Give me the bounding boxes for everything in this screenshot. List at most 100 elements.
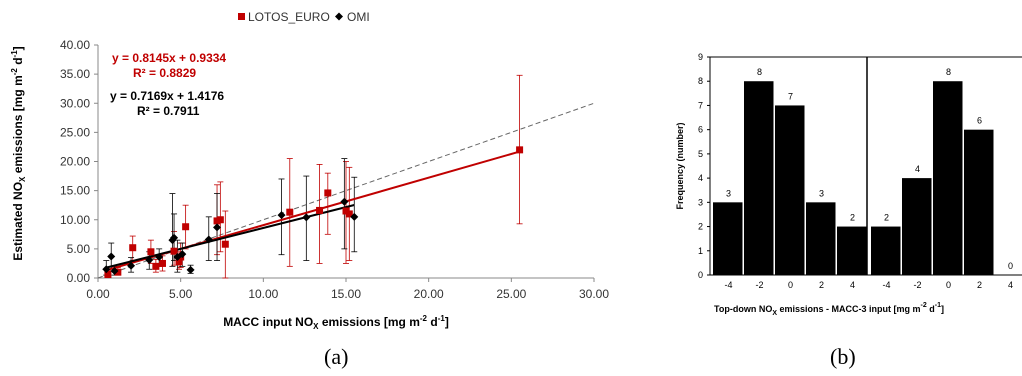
x-tick-label: 5.00 xyxy=(169,287,193,301)
bar-value-label: 6 xyxy=(977,116,982,126)
x-tick-label: 10.00 xyxy=(248,287,278,301)
omi-point xyxy=(204,235,213,244)
legend-marker-lotos xyxy=(238,13,245,20)
x-tick-label: 15.00 xyxy=(331,287,361,301)
y-tick-label: 4 xyxy=(698,173,703,183)
y-tick-label: 30.00 xyxy=(60,96,90,110)
x-tick-label: 25.00 xyxy=(496,287,526,301)
omi-point xyxy=(102,265,111,274)
y-tick-label: 7 xyxy=(698,100,703,110)
histogram-bar xyxy=(871,226,901,275)
x-tick-label: 4 xyxy=(1008,280,1013,290)
lotos-equation: y = 0.8145x + 0.9334 xyxy=(112,51,226,65)
omi-point xyxy=(340,197,349,206)
bar-value-label: 7 xyxy=(788,91,793,101)
y-tick-label: 6 xyxy=(698,125,703,135)
histogram-bar xyxy=(775,105,805,275)
lotos-euro-point xyxy=(316,206,324,214)
omi-point xyxy=(170,233,179,242)
lotos-euro-point xyxy=(104,271,112,279)
x-axis-title: MACC input NOX emissions [mg m-2 d-1] xyxy=(223,314,449,331)
y-tick-label: 2 xyxy=(698,222,703,232)
omi-equation: y = 0.7169x + 1.4176 xyxy=(110,89,224,103)
omi-point xyxy=(277,211,286,220)
omi-point xyxy=(178,250,187,259)
legend: LOTOS_EURO OMI xyxy=(238,10,370,24)
bar-value-label: 8 xyxy=(946,67,951,77)
bar-value-label: 4 xyxy=(915,164,920,174)
y-tick-label: 3 xyxy=(698,197,703,207)
lotos-euro-point xyxy=(182,223,190,231)
lotos-euro-point xyxy=(345,210,353,218)
y-tick-label: 8 xyxy=(698,76,703,86)
lotos-euro-point xyxy=(114,268,122,276)
x-tick-label: -2 xyxy=(913,280,921,290)
scatter-chart: 0.00 5.00 10.00 15.00 20.00 25.00 30.00 35.00 40… xyxy=(10,10,609,331)
x-tick-label: 4 xyxy=(850,280,855,290)
y-tick-label: 15.00 xyxy=(60,184,90,198)
bar-value-label: 8 xyxy=(757,67,762,77)
bar-value-label: 0 xyxy=(1008,261,1013,271)
lotos-euro-point xyxy=(516,146,524,154)
x-tick-label: 20.00 xyxy=(414,287,444,301)
x-axis-title: Top-down NOX emissions - MACC-3 input [m… xyxy=(714,302,944,317)
y-tick-label: 10.00 xyxy=(60,213,90,227)
y-tick-label: 25.00 xyxy=(60,125,90,139)
histogram-bar xyxy=(837,226,867,275)
x-tick-label: 2 xyxy=(977,280,982,290)
omi-r-squared: R² = 0.7911 xyxy=(137,104,200,118)
lotos-euro-point xyxy=(129,244,137,252)
y-tick-label: 0.00 xyxy=(67,271,91,285)
histogram-bar xyxy=(806,202,836,275)
omi-trendline xyxy=(106,204,355,269)
panel-label-b: (b) xyxy=(830,344,856,369)
y-tick-label: 40.00 xyxy=(60,38,90,52)
lotos-euro-point xyxy=(170,247,178,255)
x-tick-label: -2 xyxy=(755,280,763,290)
bar-value-label: 2 xyxy=(884,213,889,223)
x-tick-label: 0 xyxy=(788,280,793,290)
x-tick-label: -4 xyxy=(724,280,732,290)
omi-point xyxy=(302,213,311,222)
histogram-bar xyxy=(933,81,963,275)
legend-marker-omi xyxy=(335,12,343,21)
histogram-bar xyxy=(713,202,743,275)
omi-point xyxy=(213,223,222,232)
y-tick-label: 20.00 xyxy=(60,155,90,169)
lotos-euro-point xyxy=(286,208,294,216)
histogram-bar xyxy=(902,178,932,275)
y-tick-label: 5 xyxy=(698,149,703,159)
lotos-euro-point xyxy=(152,262,160,270)
omi-point xyxy=(110,267,119,276)
lotos-euro-point xyxy=(216,216,224,224)
legend-label-omi: OMI xyxy=(347,10,370,24)
lotos-euro-point xyxy=(147,248,155,256)
omi-point xyxy=(127,261,136,270)
lotos-euro-point xyxy=(324,189,332,197)
lotos-r-squared: R² = 0.8829 xyxy=(133,66,196,80)
legend-label-lotos: LOTOS_EURO xyxy=(248,10,330,24)
panel-label-a: (a) xyxy=(324,344,349,369)
y-axis-title: Estimated NOX emissions [mg m-2 d-1] xyxy=(10,46,27,260)
x-tick-label: 30.00 xyxy=(579,287,609,301)
histogram-bar xyxy=(744,81,774,275)
y-tick-label: 35.00 xyxy=(60,67,90,81)
x-tick-label: 0 xyxy=(946,280,951,290)
lotos-euro-point xyxy=(175,258,183,266)
y-tick-label: 5.00 xyxy=(67,242,91,256)
histogram-bar xyxy=(964,129,994,275)
omi-point xyxy=(155,253,164,262)
omi-point xyxy=(145,255,154,264)
bar-value-label: 3 xyxy=(726,188,731,198)
x-tick-label: 2 xyxy=(819,280,824,290)
omi-point xyxy=(107,252,116,261)
omi-point xyxy=(186,265,195,274)
y-tick-label: 1 xyxy=(698,246,703,256)
omi-point xyxy=(350,212,359,221)
lotos-euro-point xyxy=(221,240,229,248)
y-tick-label: 9 xyxy=(698,52,703,62)
y-tick-label: 0 xyxy=(698,270,703,280)
bar-value-label: 3 xyxy=(819,188,824,198)
y-axis-title: Frequency (number) xyxy=(675,122,685,209)
bar-value-label: 2 xyxy=(850,213,855,223)
